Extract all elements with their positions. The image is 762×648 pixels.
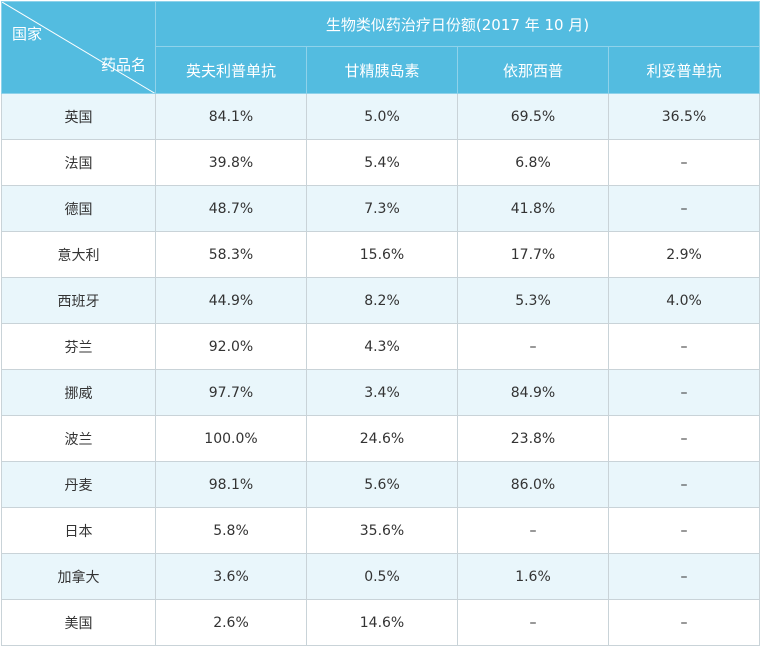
value-cell: –	[607, 139, 761, 186]
value-cell: 48.7%	[155, 185, 307, 232]
country-cell: 意大利	[1, 231, 156, 278]
value-cell: 5.6%	[306, 461, 458, 508]
value-cell: 36.5%	[607, 93, 761, 140]
value-cell: 23.8%	[457, 415, 609, 462]
value-cell: 39.8%	[155, 139, 307, 186]
table-row: 美国 2.6% 14.6% – –	[1, 599, 761, 646]
value-cell: 2.6%	[155, 599, 307, 646]
value-cell: –	[607, 461, 761, 508]
value-cell: 5.4%	[306, 139, 458, 186]
country-cell: 德国	[1, 185, 156, 232]
value-cell: 7.3%	[306, 185, 458, 232]
table-row: 日本 5.8% 35.6% – –	[1, 507, 761, 554]
value-cell: 100.0%	[155, 415, 307, 462]
table-row: 挪威 97.7% 3.4% 84.9% –	[1, 369, 761, 416]
column-header-4: 利妥普单抗	[607, 46, 761, 94]
value-cell: –	[607, 507, 761, 554]
table-body: 英国 84.1% 5.0% 69.5% 36.5% 法国 39.8% 5.4% 6.8% – 德国 4…	[1, 93, 761, 646]
value-cell: 97.7%	[155, 369, 307, 416]
table-title: 生物类似药治疗日份额(2017 年 10 月)	[154, 1, 761, 47]
country-cell: 英国	[1, 93, 156, 140]
column-axis-label: 药品名	[100, 56, 146, 74]
value-cell: –	[607, 415, 761, 462]
value-cell: –	[607, 553, 761, 600]
value-cell: 24.6%	[306, 415, 458, 462]
table-row: 丹麦 98.1% 5.6% 86.0% –	[1, 461, 761, 508]
value-cell: 5.3%	[457, 277, 609, 324]
country-cell: 挪威	[1, 369, 156, 416]
corner-header-cell: 国家 药品名	[1, 1, 156, 94]
value-cell: 0.5%	[306, 553, 458, 600]
corner-diagonal	[2, 2, 155, 93]
value-cell: –	[457, 323, 609, 370]
country-cell: 日本	[1, 507, 156, 554]
value-cell: 8.2%	[306, 277, 458, 324]
country-cell: 芬兰	[1, 323, 156, 370]
value-cell: 44.9%	[155, 277, 307, 324]
column-header-1: 英夫利普单抗	[155, 46, 307, 94]
value-cell: 1.6%	[457, 553, 609, 600]
value-cell: 92.0%	[155, 323, 307, 370]
row-axis-label: 国家	[12, 25, 43, 43]
value-cell: –	[607, 369, 761, 416]
value-cell: –	[607, 599, 761, 646]
value-cell: –	[457, 507, 609, 554]
value-cell: 35.6%	[306, 507, 458, 554]
table-row: 波兰 100.0% 24.6% 23.8% –	[1, 415, 761, 462]
value-cell: 69.5%	[457, 93, 609, 140]
table-row: 芬兰 92.0% 4.3% – –	[1, 323, 761, 370]
table-row: 加拿大 3.6% 0.5% 1.6% –	[1, 553, 761, 600]
value-cell: 86.0%	[457, 461, 609, 508]
value-cell: 5.0%	[306, 93, 458, 140]
column-header-row: 英夫利普单抗 甘精胰岛素 依那西普 利妥普单抗	[2, 46, 761, 94]
value-cell: 4.0%	[607, 277, 761, 324]
country-cell: 加拿大	[1, 553, 156, 600]
table-row: 德国 48.7% 7.3% 41.8% –	[1, 185, 761, 232]
value-cell: 2.9%	[607, 231, 761, 278]
value-cell: 3.4%	[306, 369, 458, 416]
country-cell: 波兰	[1, 415, 156, 462]
table-row: 西班牙 44.9% 8.2% 5.3% 4.0%	[1, 277, 761, 324]
value-cell: 14.6%	[306, 599, 458, 646]
value-cell: –	[457, 599, 609, 646]
value-cell: 41.8%	[457, 185, 609, 232]
country-cell: 西班牙	[1, 277, 156, 324]
table-row: 意大利 58.3% 15.6% 17.7% 2.9%	[1, 231, 761, 278]
column-header-3: 依那西普	[457, 46, 609, 94]
value-cell: 98.1%	[155, 461, 307, 508]
value-cell: 3.6%	[155, 553, 307, 600]
column-header-2: 甘精胰岛素	[306, 46, 458, 94]
value-cell: 17.7%	[457, 231, 609, 278]
value-cell: 5.8%	[155, 507, 307, 554]
country-cell: 美国	[1, 599, 156, 646]
value-cell: 84.9%	[457, 369, 609, 416]
value-cell: 6.8%	[457, 139, 609, 186]
value-cell: –	[607, 323, 761, 370]
table-row: 英国 84.1% 5.0% 69.5% 36.5%	[1, 93, 761, 140]
country-cell: 法国	[1, 139, 156, 186]
value-cell: 4.3%	[306, 323, 458, 370]
value-cell: 84.1%	[155, 93, 307, 140]
country-cell: 丹麦	[1, 461, 156, 508]
value-cell: 58.3%	[155, 231, 307, 278]
value-cell: 15.6%	[306, 231, 458, 278]
value-cell: –	[607, 185, 761, 232]
table-row: 法国 39.8% 5.4% 6.8% –	[1, 139, 761, 186]
